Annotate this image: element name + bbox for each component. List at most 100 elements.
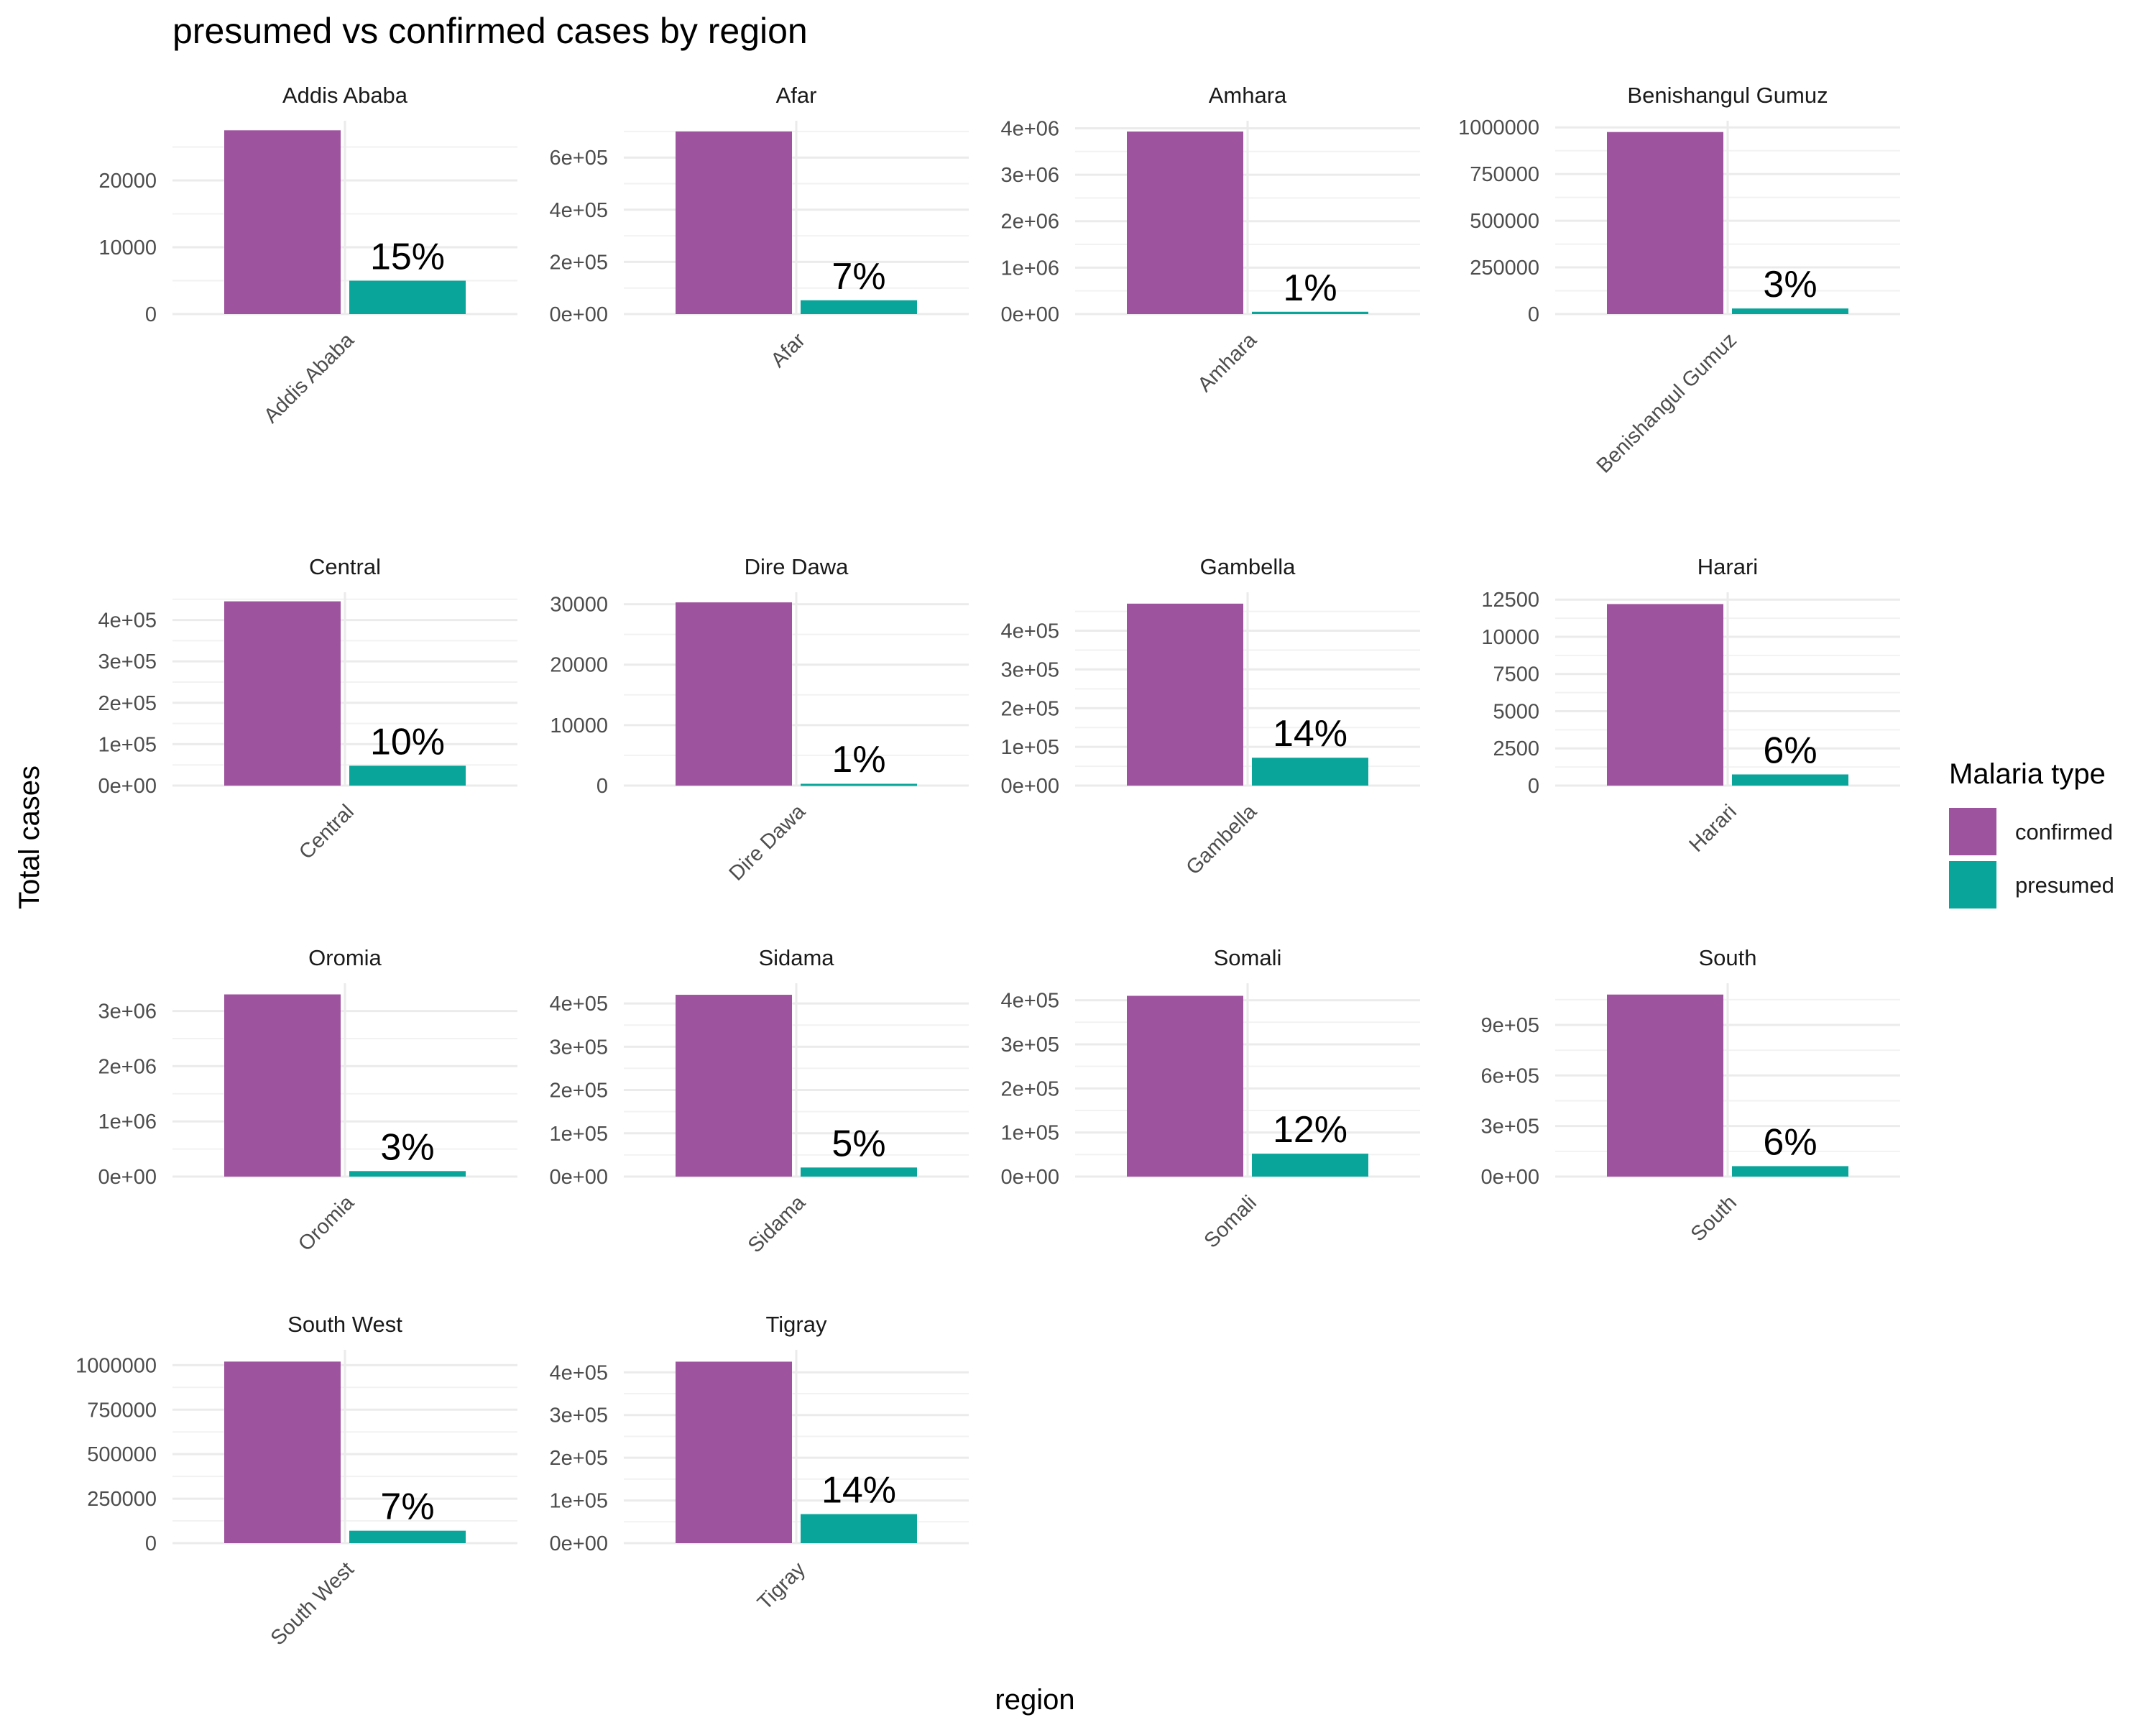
bar-confirmed: [1607, 132, 1723, 314]
bar-presumed: [1252, 311, 1368, 314]
y-tick-label: 500000: [87, 1443, 157, 1466]
facet-benishangul-gumuz: 0 250000 500000 750000 1000000 3% Benishangul …: [1458, 83, 1900, 478]
y-tick-label: 2e+05: [550, 1080, 608, 1103]
data-label-percent: 7%: [380, 1486, 434, 1528]
data-label-percent: 3%: [1763, 264, 1817, 305]
data-label-percent: 1%: [831, 739, 885, 781]
y-tick-label: 0: [596, 775, 608, 798]
facet-strip-label: Benishangul Gumuz: [1627, 83, 1828, 108]
y-tick-label: 3e+06: [98, 1000, 157, 1024]
data-label-percent: 10%: [370, 721, 445, 763]
bar-presumed: [349, 765, 466, 786]
bar-presumed: [801, 300, 917, 314]
bar-confirmed: [676, 1361, 792, 1543]
data-label-percent: 15%: [370, 236, 445, 278]
y-tick-label: 3e+05: [1001, 658, 1059, 681]
x-axis-title: region: [995, 1684, 1074, 1716]
facet-somali: 0e+00 1e+05 2e+05 3e+05 4e+05 12% Somali Somali: [1001, 945, 1420, 1253]
x-tick-label: Somali: [1200, 1191, 1261, 1252]
x-tick-label: Tigray: [753, 1558, 810, 1614]
bar-confirmed: [224, 1361, 341, 1543]
bar-presumed: [801, 1167, 917, 1177]
y-tick-label: 3e+05: [98, 650, 157, 673]
bar-confirmed: [224, 601, 341, 786]
data-label-percent: 6%: [1763, 730, 1817, 771]
data-label-percent: 1%: [1283, 267, 1337, 309]
facet-strip-label: Sidama: [758, 945, 834, 970]
y-tick-label: 4e+05: [550, 1361, 608, 1384]
data-label-percent: 14%: [821, 1470, 896, 1512]
y-tick-label: 1e+05: [1001, 1122, 1059, 1145]
chart-title: presumed vs confirmed cases by region: [172, 11, 808, 51]
facet-central: 0e+00 1e+05 2e+05 3e+05 4e+05 10% Central Centr…: [98, 554, 517, 864]
y-tick-label: 0e+00: [1001, 1166, 1059, 1189]
x-tick-label: Sidama: [744, 1191, 811, 1258]
y-tick-label: 1000000: [75, 1354, 157, 1377]
facet-strip-label: Addis Ababa: [282, 83, 408, 108]
facet-south-west: 0 250000 500000 750000 1000000 7% South West So…: [75, 1312, 517, 1650]
y-tick-label: 1e+05: [550, 1490, 608, 1513]
y-tick-label: 3e+05: [550, 1036, 608, 1059]
y-tick-label: 0e+00: [1001, 775, 1059, 798]
bar-presumed: [801, 1514, 917, 1543]
x-tick-label: Dire Dawa: [725, 800, 811, 886]
facet-gambella: 0e+00 1e+05 2e+05 3e+05 4e+05 14% Gambella Gamb…: [1001, 554, 1420, 880]
y-tick-label: 2e+05: [550, 251, 608, 274]
y-tick-label: 1000000: [1458, 116, 1539, 139]
facet-panels: 0 10000 20000 15% Addis Ababa Addis Ababa 0e+0…: [75, 83, 1900, 1650]
y-tick-label: 2e+06: [1001, 211, 1059, 234]
facet-harari: 0 2500 5000 7500 10000 12500 6% Harari Harari: [1481, 554, 1900, 857]
y-tick-label: 0e+00: [550, 1166, 608, 1189]
y-tick-label: 1e+05: [98, 733, 157, 756]
y-tick-label: 0e+00: [98, 775, 157, 798]
facet-dire-dawa: 0 10000 20000 30000 1% Dire Dawa Dire Dawa: [550, 554, 969, 886]
legend-label-confirmed: confirmed: [2015, 819, 2113, 845]
facet-sidama: 0e+00 1e+05 2e+05 3e+05 4e+05 5% Sidama Sidama: [550, 945, 969, 1257]
bar-confirmed: [1127, 131, 1243, 314]
facet-strip-label: Gambella: [1200, 554, 1296, 579]
facet-strip-label: Afar: [776, 83, 817, 108]
legend-key-presumed: [1949, 861, 1996, 908]
data-label-percent: 3%: [380, 1126, 434, 1168]
bar-confirmed: [676, 995, 792, 1177]
y-tick-label: 0: [1528, 775, 1539, 798]
y-tick-label: 0e+00: [1481, 1166, 1539, 1189]
bar-presumed: [1252, 1154, 1368, 1177]
facet-strip-label: Tigray: [766, 1312, 827, 1337]
x-tick-label: South: [1687, 1191, 1741, 1246]
facet-south: 0e+00 3e+05 6e+05 9e+05 6% South South: [1481, 945, 1900, 1246]
bar-presumed: [1732, 308, 1848, 314]
y-tick-label: 20000: [98, 170, 157, 193]
data-label-percent: 14%: [1273, 713, 1348, 755]
y-tick-label: 2e+06: [98, 1055, 157, 1078]
y-tick-label: 2e+05: [550, 1447, 608, 1470]
y-tick-label: 1e+05: [1001, 736, 1059, 759]
legend-label-presumed: presumed: [2015, 873, 2114, 898]
facet-amhara: 0e+00 1e+06 2e+06 3e+06 4e+06 1% Amhara Amhara: [1001, 83, 1420, 397]
y-tick-label: 0: [145, 1532, 157, 1555]
y-tick-label: 0: [145, 303, 157, 326]
y-tick-label: 0e+00: [550, 1532, 608, 1555]
y-tick-label: 2e+05: [98, 692, 157, 715]
y-tick-label: 3e+05: [1001, 1034, 1059, 1057]
bar-confirmed: [1127, 603, 1243, 786]
facet-tigray: 0e+00 1e+05 2e+05 3e+05 4e+05 14% Tigray Tigray: [550, 1312, 969, 1614]
bar-presumed: [1732, 1166, 1848, 1177]
y-tick-label: 4e+05: [1001, 990, 1059, 1013]
y-tick-label: 4e+05: [98, 610, 157, 632]
y-tick-label: 6e+05: [550, 147, 608, 170]
y-tick-label: 4e+05: [550, 199, 608, 222]
data-label-percent: 5%: [831, 1123, 885, 1164]
bar-confirmed: [1607, 994, 1723, 1177]
x-tick-label: Harari: [1685, 800, 1741, 856]
x-tick-label: Oromia: [294, 1191, 359, 1256]
y-tick-label: 750000: [87, 1399, 157, 1422]
y-tick-label: 12500: [1481, 589, 1539, 612]
x-tick-label: Afar: [767, 328, 810, 372]
y-tick-label: 0e+00: [550, 303, 608, 326]
y-tick-label: 0: [1528, 303, 1539, 326]
bar-presumed: [1252, 758, 1368, 786]
x-tick-label: Amhara: [1194, 328, 1262, 397]
facet-strip-label: South West: [287, 1312, 402, 1337]
